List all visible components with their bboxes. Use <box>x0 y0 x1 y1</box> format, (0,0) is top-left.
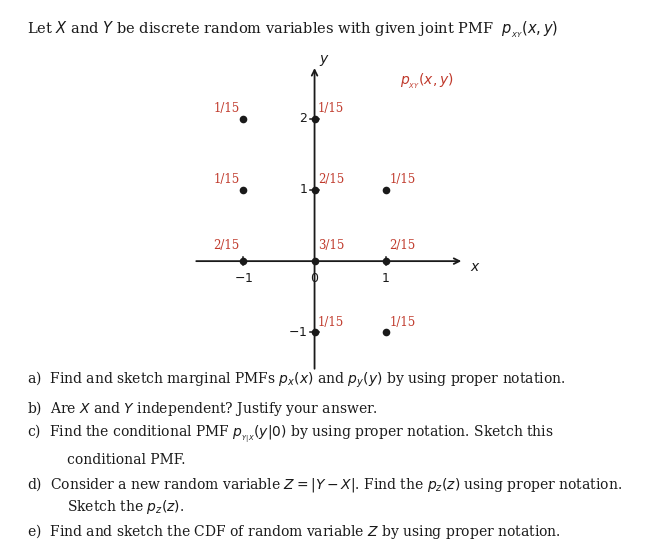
Text: c)  Find the conditional PMF $p_{_{Y|X}}(y|0)$ by using proper notation. Sketch : c) Find the conditional PMF $p_{_{Y|X}}(… <box>27 423 554 445</box>
Text: 1/15: 1/15 <box>389 316 415 329</box>
Text: $-1$: $-1$ <box>234 272 253 285</box>
Text: $p_{_{XY}}(x,y)$: $p_{_{XY}}(x,y)$ <box>400 73 454 92</box>
Text: $-1$: $-1$ <box>289 326 307 339</box>
Text: $2$: $2$ <box>299 112 307 125</box>
Text: 3/15: 3/15 <box>318 239 344 252</box>
Text: $x$: $x$ <box>470 260 480 274</box>
Text: a)  Find and sketch marginal PMFs $p_x(x)$ and $p_y(y)$ by using proper notation: a) Find and sketch marginal PMFs $p_x(x)… <box>27 370 565 390</box>
Text: conditional PMF.: conditional PMF. <box>67 453 186 467</box>
Text: Let $X$ and $Y$ be discrete random variables with given joint PMF  $p_{_{XY}}(x,: Let $X$ and $Y$ be discrete random varia… <box>27 19 558 40</box>
Text: 2/15: 2/15 <box>318 173 344 186</box>
Text: 1/15: 1/15 <box>318 102 344 115</box>
Text: 2/15: 2/15 <box>213 239 240 252</box>
Text: Sketch the $p_z(z)$.: Sketch the $p_z(z)$. <box>67 498 185 516</box>
Text: $y$: $y$ <box>319 53 329 68</box>
Text: e)  Find and sketch the CDF of random variable $Z$ by using proper notation.: e) Find and sketch the CDF of random var… <box>27 521 560 541</box>
Text: b)  Are $X$ and $Y$ independent? Justify your answer.: b) Are $X$ and $Y$ independent? Justify … <box>27 399 378 418</box>
Text: 1/15: 1/15 <box>389 173 415 186</box>
Text: d)  Consider a new random variable $Z=|Y-X|$. Find the $p_z(z)$ using proper not: d) Consider a new random variable $Z=|Y-… <box>27 475 622 494</box>
Text: 1/15: 1/15 <box>213 102 240 115</box>
Text: $1$: $1$ <box>381 272 390 285</box>
Text: 1/15: 1/15 <box>318 316 344 329</box>
Text: $0$: $0$ <box>310 272 319 285</box>
Text: 2/15: 2/15 <box>389 239 415 252</box>
Text: 1/15: 1/15 <box>213 173 240 186</box>
Text: $1$: $1$ <box>299 183 307 197</box>
